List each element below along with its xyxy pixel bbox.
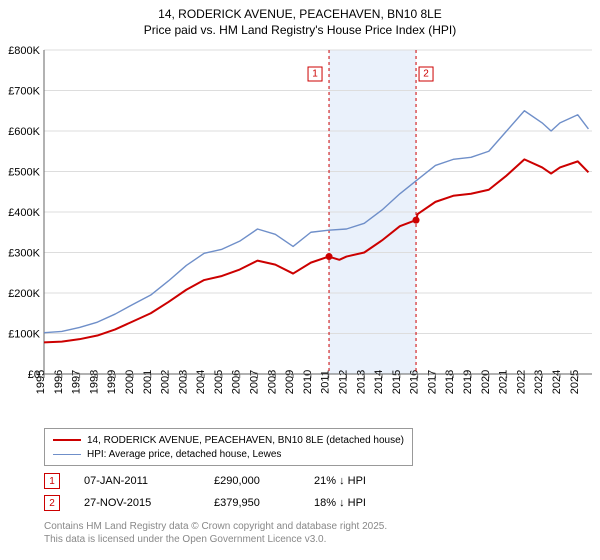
legend-row: 14, RODERICK AVENUE, PEACEHAVEN, BN10 8L… [53,433,404,447]
svg-text:2015: 2015 [391,370,403,394]
svg-text:2003: 2003 [177,370,189,394]
svg-text:2025: 2025 [569,370,581,394]
chart-svg: £0£100K£200K£300K£400K£500K£600K£700K£80… [0,42,600,422]
svg-text:£500K: £500K [8,167,40,179]
svg-text:2023: 2023 [533,370,545,394]
svg-text:2006: 2006 [231,370,243,394]
svg-text:2008: 2008 [266,370,278,394]
svg-text:2018: 2018 [444,370,456,394]
legend-swatch [53,439,81,441]
sale-marker-icon: 2 [44,495,60,511]
legend-label: 14, RODERICK AVENUE, PEACEHAVEN, BN10 8L… [87,435,404,446]
svg-text:1996: 1996 [53,370,65,394]
footer-line-2: This data is licensed under the Open Gov… [44,533,387,546]
sale-row: 1 07-JAN-2011 £290,000 21% ↓ HPI [44,470,414,492]
svg-text:2013: 2013 [355,370,367,394]
svg-text:2019: 2019 [462,370,474,394]
svg-text:2020: 2020 [480,370,492,394]
sale-date: 27-NOV-2015 [84,497,214,509]
legend-label: HPI: Average price, detached house, Lewe… [87,449,281,460]
svg-text:£800K: £800K [8,45,40,57]
sale-row: 2 27-NOV-2015 £379,950 18% ↓ HPI [44,492,414,514]
sale-price: £379,950 [214,497,314,509]
sale-delta: 21% ↓ HPI [314,475,414,487]
svg-text:2022: 2022 [515,370,527,394]
legend-row: HPI: Average price, detached house, Lewe… [53,447,404,461]
footer-line-1: Contains HM Land Registry data © Crown c… [44,520,387,533]
svg-text:2004: 2004 [195,370,207,394]
chart-container: 14, RODERICK AVENUE, PEACEHAVEN, BN10 8L… [0,0,600,560]
footer: Contains HM Land Registry data © Crown c… [44,520,387,546]
svg-text:1995: 1995 [35,370,47,394]
svg-text:£400K: £400K [8,207,40,219]
svg-text:2024: 2024 [551,370,563,394]
legend-swatch [53,454,81,455]
chart: £0£100K£200K£300K£400K£500K£600K£700K£80… [0,42,600,422]
sale-price: £290,000 [214,475,314,487]
svg-text:2002: 2002 [160,370,172,394]
svg-text:2009: 2009 [284,370,296,394]
svg-text:1: 1 [312,69,318,80]
svg-text:2012: 2012 [337,370,349,394]
svg-text:2005: 2005 [213,370,225,394]
svg-text:£200K: £200K [8,288,40,300]
svg-text:2000: 2000 [124,370,136,394]
title-line-1: 14, RODERICK AVENUE, PEACEHAVEN, BN10 8L… [0,6,600,22]
svg-text:2017: 2017 [426,370,438,394]
sale-delta: 18% ↓ HPI [314,497,414,509]
svg-text:1998: 1998 [88,370,100,394]
svg-text:£600K: £600K [8,126,40,138]
legend: 14, RODERICK AVENUE, PEACEHAVEN, BN10 8L… [44,428,413,466]
svg-text:2014: 2014 [373,370,385,394]
title-block: 14, RODERICK AVENUE, PEACEHAVEN, BN10 8L… [0,0,600,38]
sale-date: 07-JAN-2011 [84,475,214,487]
svg-text:2010: 2010 [302,370,314,394]
svg-text:1999: 1999 [106,370,118,394]
svg-text:2: 2 [423,69,429,80]
svg-text:£700K: £700K [8,86,40,98]
svg-text:£100K: £100K [8,329,40,341]
svg-text:2016: 2016 [409,370,421,394]
svg-text:2001: 2001 [142,370,154,394]
svg-text:1997: 1997 [71,370,83,394]
sales-table: 1 07-JAN-2011 £290,000 21% ↓ HPI 2 27-NO… [44,470,414,514]
svg-text:£300K: £300K [8,248,40,260]
svg-text:2021: 2021 [498,370,510,394]
sale-marker-icon: 1 [44,473,60,489]
svg-text:2007: 2007 [249,370,261,394]
title-line-2: Price paid vs. HM Land Registry's House … [0,22,600,38]
